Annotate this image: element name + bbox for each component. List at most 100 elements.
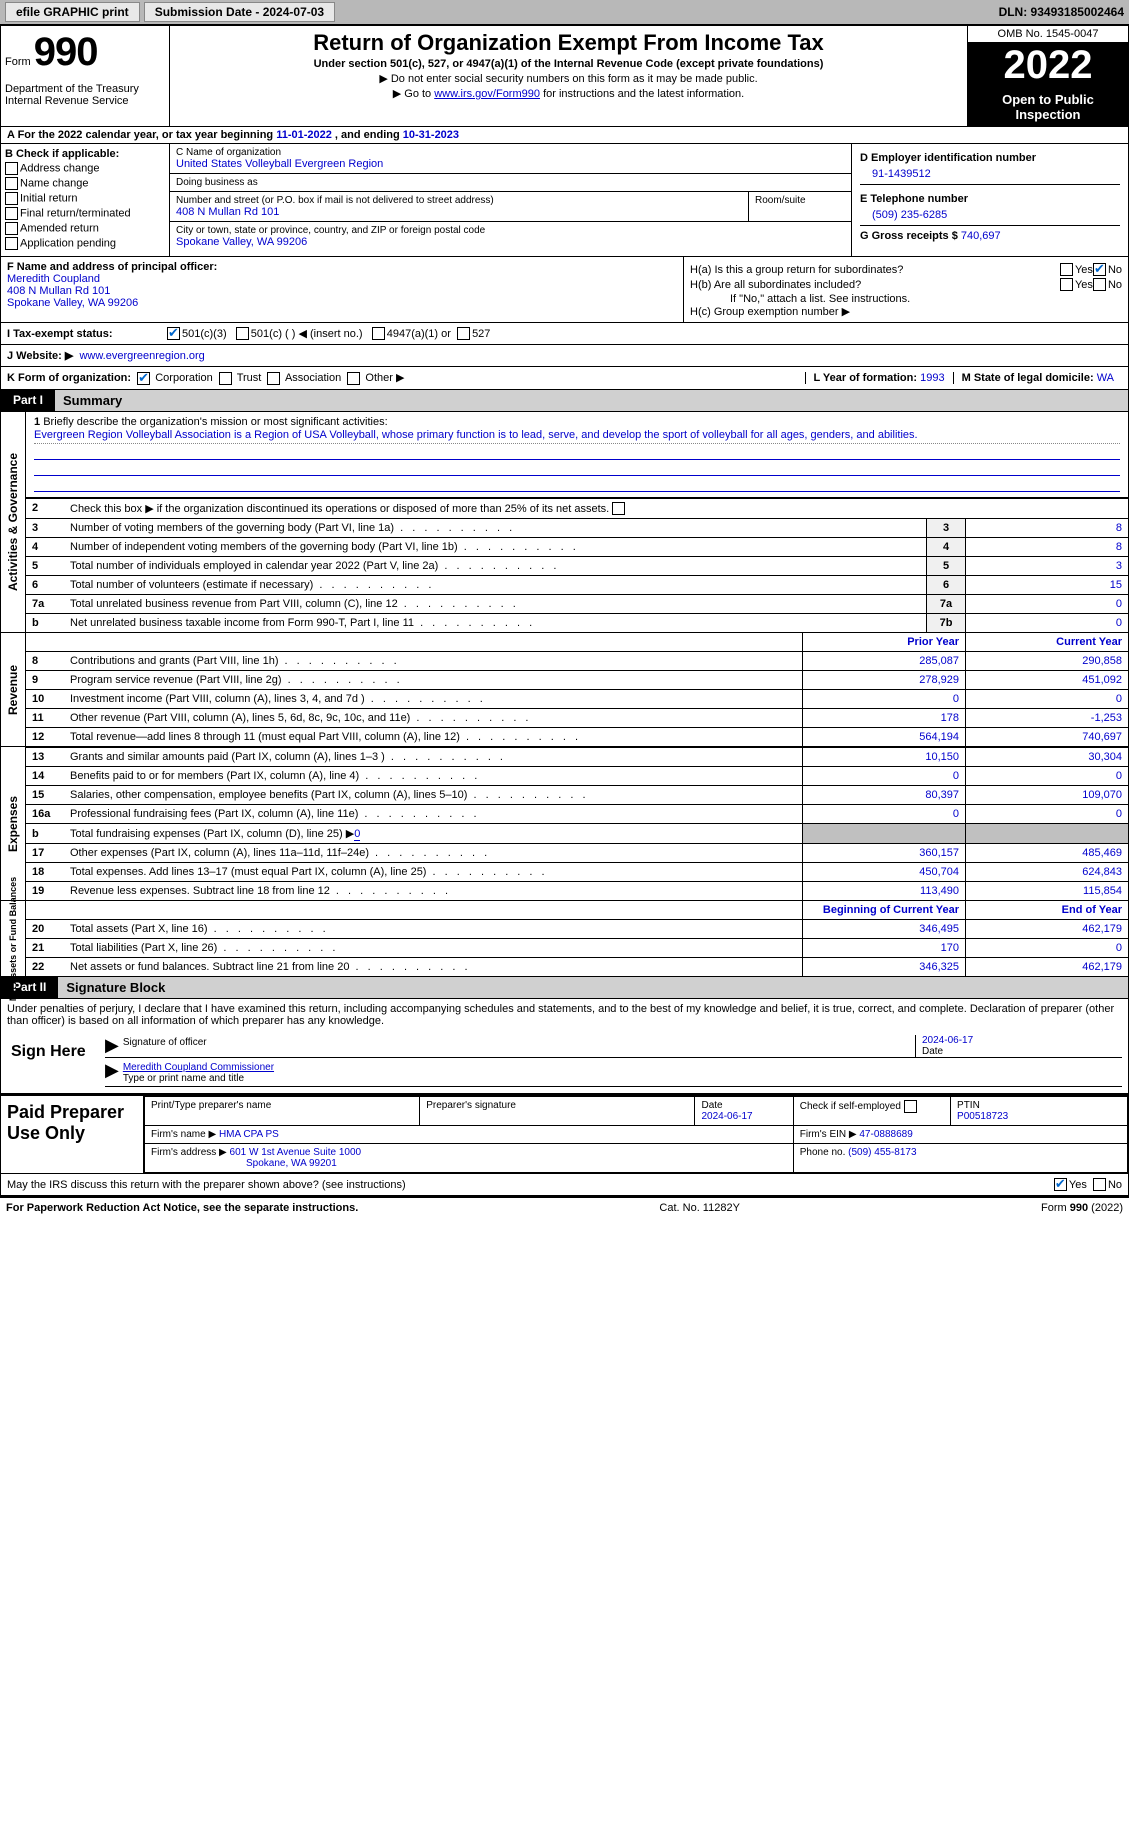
cb-other[interactable] — [347, 372, 360, 385]
dba-label: Doing business as — [176, 177, 845, 188]
mission-label: Briefly describe the organization's miss… — [43, 416, 387, 428]
part2-header: Part II Signature Block — [0, 977, 1129, 999]
cb-amended[interactable] — [5, 222, 18, 235]
cb-trust[interactable] — [219, 372, 232, 385]
year-formation: 1993 — [920, 372, 944, 384]
prep-name-label: Print/Type preparer's name — [145, 1097, 420, 1126]
footer: For Paperwork Reduction Act Notice, see … — [0, 1196, 1129, 1218]
submission-date: Submission Date - 2024-07-03 — [144, 2, 335, 22]
row-i: I Tax-exempt status: 501(c)(3) 501(c) ( … — [0, 323, 1129, 345]
cb-corp[interactable] — [137, 372, 150, 385]
officer-addr1: 408 N Mullan Rd 101 — [7, 285, 677, 297]
arrow-icon: ▶ — [105, 1035, 119, 1057]
instr2-post: for instructions and the latest informat… — [543, 88, 744, 100]
col-f: F Name and address of principal officer:… — [1, 257, 684, 322]
domicile: WA — [1097, 372, 1114, 384]
gross-label: G Gross receipts $ — [860, 230, 958, 242]
irs-yes[interactable] — [1054, 1178, 1067, 1191]
ha-no[interactable] — [1093, 263, 1106, 276]
footer-right: Form 990 (2022) — [1041, 1202, 1123, 1214]
vlabel-exp: Expenses — [6, 796, 20, 852]
cb-self-employed[interactable] — [904, 1100, 917, 1113]
part1-expenses: Expenses 13Grants and similar amounts pa… — [0, 747, 1129, 901]
ha-yes[interactable] — [1060, 263, 1073, 276]
irs-no[interactable] — [1093, 1178, 1106, 1191]
part1-header: Part I Summary — [0, 390, 1129, 412]
addr-label: Number and street (or P.O. box if mail i… — [176, 195, 742, 206]
signature-block: Under penalties of perjury, I declare th… — [0, 999, 1129, 1094]
row-a: A For the 2022 calendar year, or tax yea… — [0, 127, 1129, 144]
irs-link[interactable]: www.irs.gov/Form990 — [434, 88, 540, 100]
col-d: D Employer identification number 91-1439… — [851, 144, 1128, 256]
header: Form 990 Department of the Treasury Inte… — [0, 24, 1129, 127]
row-j: J Website: ▶ www.evergreenregion.org — [0, 345, 1129, 367]
cb-assoc[interactable] — [267, 372, 280, 385]
part1-governance: Activities & Governance 1 Briefly descri… — [0, 412, 1129, 634]
instr-2: Go to www.irs.gov/Form990 for instructio… — [174, 87, 963, 100]
firm-addr2: Spokane, WA 99201 — [151, 1158, 337, 1169]
ha-label: H(a) Is this a group return for subordin… — [690, 264, 1060, 276]
paid-label: Paid Preparer Use Only — [1, 1096, 144, 1173]
part1-tab: Part I — [1, 390, 55, 411]
firm-name: HMA CPA PS — [219, 1129, 279, 1140]
part2-title: Signature Block — [58, 977, 1128, 998]
gross-receipts: 740,697 — [961, 230, 1001, 242]
section-bcd: B Check if applicable: Address change Na… — [0, 144, 1129, 257]
website: www.evergreenregion.org — [79, 350, 204, 362]
prep-date: 2024-06-17 — [701, 1111, 752, 1122]
exp-table: 13Grants and similar amounts paid (Part … — [26, 747, 1128, 900]
firm-phone: (509) 455-8173 — [848, 1147, 916, 1158]
city-label: City or town, state or province, country… — [176, 225, 845, 236]
irs-discuss-row: May the IRS discuss this return with the… — [0, 1174, 1129, 1196]
b-label: B Check if applicable: — [5, 148, 165, 160]
hb-no[interactable] — [1093, 278, 1106, 291]
form-prefix: Form — [5, 56, 31, 68]
cb-name[interactable] — [5, 177, 18, 190]
sign-here-label: Sign Here — [7, 1033, 95, 1089]
row-k: K Form of organization: Corporation Trus… — [0, 367, 1129, 390]
ein-label: D Employer identification number — [860, 152, 1120, 164]
dln: DLN: 93493185002464 — [999, 5, 1124, 19]
instr2-pre: Go to — [404, 88, 434, 100]
footer-left: For Paperwork Reduction Act Notice, see … — [6, 1202, 358, 1214]
i-label: I Tax-exempt status: — [7, 328, 167, 340]
efile-btn[interactable]: efile GRAPHIC print — [5, 2, 140, 22]
rev-table: Prior YearCurrent Year 8Contributions an… — [26, 633, 1128, 746]
cb-4947[interactable] — [372, 327, 385, 340]
cb-501c[interactable] — [236, 327, 249, 340]
cb-initial[interactable] — [5, 192, 18, 205]
subtitle: Under section 501(c), 527, or 4947(a)(1)… — [174, 58, 963, 70]
tax-year: 2022 — [968, 43, 1128, 88]
hb-note: If "No," attach a list. See instructions… — [690, 293, 1122, 305]
cb-pending[interactable] — [5, 237, 18, 250]
officer-addr2: Spokane Valley, WA 99206 — [7, 297, 677, 309]
hb-yes[interactable] — [1060, 278, 1073, 291]
hb-label: H(b) Are all subordinates included? — [690, 279, 1060, 291]
cb-discontinued[interactable] — [612, 502, 625, 515]
topbar: efile GRAPHIC print Submission Date - 20… — [0, 0, 1129, 24]
declaration: Under penalties of perjury, I declare th… — [7, 1003, 1122, 1027]
col-c: C Name of organization United States Vol… — [170, 144, 851, 256]
j-label: J Website: ▶ — [7, 350, 73, 362]
c-name-label: C Name of organization — [176, 147, 845, 158]
org-name: United States Volleyball Evergreen Regio… — [176, 158, 845, 170]
open-public: Open to Public Inspection — [968, 88, 1128, 126]
cb-address[interactable] — [5, 162, 18, 175]
form-number: 990 — [34, 30, 98, 74]
col-b: B Check if applicable: Address change Na… — [1, 144, 170, 256]
net-table: Beginning of Current YearEnd of Year 20T… — [26, 901, 1128, 976]
vlabel-gov: Activities & Governance — [6, 453, 20, 591]
form-990-page: efile GRAPHIC print Submission Date - 20… — [0, 0, 1129, 1218]
mission-text: Evergreen Region Volleyball Association … — [34, 429, 1120, 444]
part1-netassets: Net Assets or Fund Balances Beginning of… — [0, 901, 1129, 977]
gov-table: 2Check this box ▶ if the organization di… — [26, 498, 1128, 633]
cb-final[interactable] — [5, 207, 18, 220]
cb-527[interactable] — [457, 327, 470, 340]
main-title: Return of Organization Exempt From Incom… — [174, 30, 963, 56]
room-label: Room/suite — [755, 195, 845, 206]
firm-addr1: 601 W 1st Avenue Suite 1000 — [230, 1147, 362, 1158]
paid-preparer: Paid Preparer Use Only Print/Type prepar… — [0, 1094, 1129, 1174]
street: 408 N Mullan Rd 101 — [176, 206, 742, 218]
cb-501c3[interactable] — [167, 327, 180, 340]
firm-ein: 47-0888689 — [859, 1129, 912, 1140]
